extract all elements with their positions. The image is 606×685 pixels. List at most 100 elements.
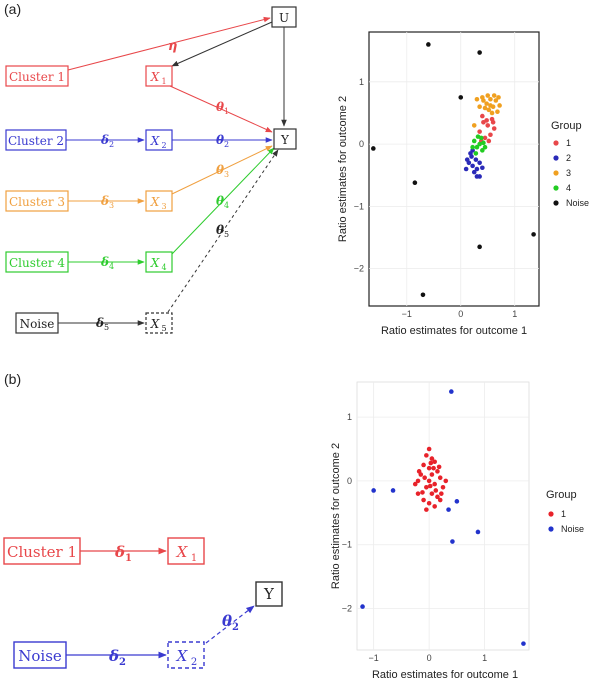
point-group-1 [491,126,497,131]
point-group-3 [495,109,500,115]
point-group-1 [440,484,446,490]
point-group-noise [458,95,464,100]
panel-b-label: (b) [4,371,21,387]
point-group-3 [477,104,482,110]
legend-marker-2 [553,155,559,161]
point-group-1 [435,494,440,500]
plot-a-grid [369,32,539,306]
point-group-2 [471,169,477,175]
point-group-1 [484,118,489,123]
legend-label-3: 3 [566,168,571,178]
point-group-1 [431,465,436,471]
node-x1: X 1 [145,65,173,87]
svg-text:η: η [168,39,177,54]
svg-text:Cluster 1: Cluster 1 [9,70,65,84]
point-group-3 [471,123,477,128]
scatter-plot-b: −1 0 1 1 0 −1 −2 Ratio estimates for outcome 1… [330,381,584,681]
point-group-1 [421,497,426,503]
point-group-3 [489,110,495,116]
plot-a-ticks: −1 0 1 1 0 −1 −2 [354,77,517,319]
svg-text:δ: δ [108,647,119,665]
point-group-1 [432,504,437,509]
point-group-3 [488,103,493,108]
scatter-plot-a: −1 0 1 1 0 −1 −2 Ratio estimates for outcome 1… [337,31,589,337]
x-tick-label: 0 [458,309,463,319]
point-group-3 [480,95,485,100]
point-group-noise [420,292,426,298]
svg-text:δ: δ [114,543,125,561]
node-x1-b: X 1 [167,537,205,565]
point-group-1 [412,481,418,487]
point-group-1 [482,135,488,141]
point-group-4 [473,151,479,156]
point-group-2 [474,166,480,172]
point-group-noise [426,42,431,47]
point-group-2 [463,166,469,172]
legend-marker-4 [553,185,559,191]
point-group-3 [482,105,488,111]
point-group-noise [450,539,455,544]
edge-u-x1 [171,21,273,67]
svg-text:4: 4 [109,262,114,271]
svg-text:θ: θ [216,100,224,114]
point-group-3 [497,103,502,108]
x-tick-label: −1 [369,653,379,663]
svg-text:2: 2 [109,140,114,149]
node-x4: X 4 [145,251,173,273]
point-group-noise [390,488,396,493]
point-group-1 [421,462,426,468]
point-group-noise [521,641,526,646]
point-group-2 [477,160,482,166]
point-group-1 [488,132,493,138]
point-group-noise [371,146,376,151]
svg-text:2: 2 [232,622,239,633]
legend-label-noise: Noise [561,524,584,534]
point-group-1 [435,469,440,474]
svg-text:θ: θ [222,612,232,630]
svg-text:θ: θ [216,223,224,237]
svg-text:Noise: Noise [18,647,62,665]
node-cluster1: Cluster 1 [5,65,69,87]
point-group-1 [429,491,435,496]
svg-text:X: X [176,543,189,561]
legend-label-1: 1 [561,509,566,519]
plot-b-xlabel: Ratio estimates for outcome 1 [372,669,518,681]
x-tick-label: 0 [427,653,432,663]
node-cluster2: Cluster 2 [5,129,67,151]
svg-text:2: 2 [161,141,166,150]
node-y: Y [273,128,297,150]
plot-a-points [371,42,536,298]
plot-b-frame [356,381,530,651]
svg-text:4: 4 [161,263,166,272]
point-group-1 [429,472,435,477]
point-group-1 [424,453,429,458]
point-group-noise [449,389,454,394]
point-group-1 [443,478,449,484]
point-group-4 [477,141,482,147]
plot-b-ticks: −1 0 1 1 0 −1 −2 [342,412,487,663]
point-group-noise [360,604,365,609]
svg-text:Cluster 1: Cluster 1 [7,543,77,561]
svg-text:Cluster 2: Cluster 2 [8,134,64,148]
y-tick-label: −1 [342,540,352,550]
svg-text:1: 1 [191,553,197,564]
point-group-1 [486,138,492,144]
point-group-3 [486,107,492,113]
svg-text:5: 5 [104,323,109,332]
point-group-4 [475,134,481,139]
x-tick-label: −1 [402,309,412,319]
panel-a-label: (a) [4,1,21,17]
point-group-4 [481,140,486,146]
y-tick-label: −2 [342,604,352,614]
point-group-4 [482,144,488,150]
node-x2: X 2 [145,129,173,151]
node-x5: X 5 [145,312,173,334]
edge-x3-y [171,145,273,195]
point-group-1 [432,481,437,487]
